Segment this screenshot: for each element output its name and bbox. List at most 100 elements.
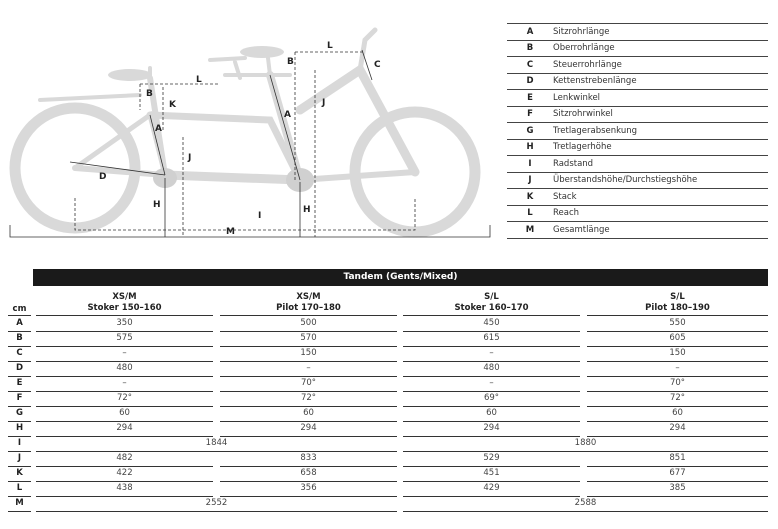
table-cell: 60 bbox=[220, 406, 397, 422]
dim-label-h: H bbox=[153, 200, 161, 210]
table-cell: – bbox=[403, 376, 580, 392]
table-cell: 482 bbox=[36, 451, 213, 467]
dim-label-h: H bbox=[303, 205, 311, 215]
legend-item: J Überstandshöhe/Durchstiegshöhe bbox=[507, 171, 768, 189]
row-key: J bbox=[8, 451, 31, 467]
dim-label-j: J bbox=[187, 153, 191, 163]
table-cell: 677 bbox=[587, 466, 768, 482]
table-cell: 2552 bbox=[36, 496, 397, 512]
dim-label-c: C bbox=[374, 60, 381, 70]
legend-label: Radstand bbox=[553, 158, 594, 169]
table-cell: – bbox=[36, 346, 213, 362]
table-cell: 480 bbox=[36, 361, 213, 377]
legend-key: I bbox=[528, 158, 532, 169]
table-body: A 350 500 450 550 B 575 570 615 605 C –150–150 D 480–… bbox=[8, 316, 768, 512]
table-cell: 356 bbox=[220, 481, 397, 497]
column-size: S/L bbox=[670, 292, 685, 302]
table-cell: 450 bbox=[403, 316, 580, 332]
table-row: A 350 500 450 550 bbox=[8, 316, 768, 332]
legend-label: Stack bbox=[553, 191, 577, 202]
tandem-bike-diagram: A A B B C D H H I J J K L L M bbox=[9, 27, 491, 238]
column-rider: Stoker 160–170 bbox=[454, 303, 529, 313]
table-cell: 438 bbox=[36, 481, 213, 497]
table-cell: 570 bbox=[220, 331, 397, 347]
geometry-table: cm XS/M Stoker 150–160 XS/M Pilot 170–180 … bbox=[8, 289, 768, 512]
table-cell: – bbox=[403, 346, 580, 362]
table-row: E –70° –70° bbox=[8, 376, 768, 392]
table-cell: 72° bbox=[587, 391, 768, 407]
table-cell: 833 bbox=[220, 451, 397, 467]
legend-item: M Gesamtlänge bbox=[507, 221, 768, 239]
dim-label-l: L bbox=[327, 41, 333, 51]
table-cell: 451 bbox=[403, 466, 580, 482]
row-key: F bbox=[8, 391, 31, 407]
legend-key: L bbox=[527, 208, 533, 219]
unit-header: cm bbox=[8, 289, 31, 316]
dimension-lines bbox=[9, 49, 491, 238]
bike-silhouette bbox=[9, 27, 481, 238]
table-row: K 422 658 451 677 bbox=[8, 466, 768, 482]
legend-label: Tretlagerabsenkung bbox=[553, 125, 637, 136]
legend-key: H bbox=[526, 142, 534, 153]
dim-label-j: J bbox=[321, 98, 325, 108]
table-cell: 69° bbox=[403, 391, 580, 407]
legend-label: Gesamtlänge bbox=[553, 224, 610, 235]
row-key: D bbox=[8, 361, 31, 377]
row-key: L bbox=[8, 481, 31, 497]
legend-item: I Radstand bbox=[507, 155, 768, 172]
table-row: M 2552 2588 bbox=[8, 496, 768, 512]
column-size: XS/M bbox=[296, 292, 321, 302]
dim-label-k: K bbox=[169, 100, 177, 110]
dim-label-l: L bbox=[196, 75, 202, 85]
table-row: J 482 833 529 851 bbox=[8, 451, 768, 467]
table-header-row: cm XS/M Stoker 150–160 XS/M Pilot 170–180 … bbox=[8, 289, 768, 316]
column-size: XS/M bbox=[112, 292, 137, 302]
table-row: L 438 356 429 385 bbox=[8, 481, 768, 497]
dim-label-a: A bbox=[155, 124, 162, 134]
dim-label-i: I bbox=[258, 211, 261, 221]
table-row: I 1844 1880 bbox=[8, 436, 768, 452]
legend-label: Überstandshöhe/Durchstiegshöhe bbox=[553, 175, 698, 186]
table-cell: 851 bbox=[587, 451, 768, 467]
legend-label: Tretlagerhöhe bbox=[553, 142, 612, 153]
legend-key: J bbox=[528, 175, 532, 186]
row-key: C bbox=[8, 346, 31, 362]
table-cell: 60 bbox=[403, 406, 580, 422]
dimension-labels: A A B B C D H H I J J K L L M bbox=[99, 41, 381, 237]
row-key: I bbox=[8, 436, 31, 452]
legend-key: K bbox=[526, 191, 534, 202]
table-cell: 294 bbox=[587, 421, 768, 437]
column-size: S/L bbox=[484, 292, 499, 302]
column-header: S/L Pilot 180–190 bbox=[587, 289, 768, 316]
table-cell: – bbox=[587, 361, 768, 377]
legend-key: G bbox=[526, 125, 534, 136]
table-row: G 60 60 60 60 bbox=[8, 406, 768, 422]
legend-label: Steuerrohrlänge bbox=[553, 59, 622, 70]
table-cell: 500 bbox=[220, 316, 397, 332]
column-header: XS/M Pilot 170–180 bbox=[220, 289, 397, 316]
table-cell: – bbox=[220, 361, 397, 377]
table-row: F 72° 72° 69° 72° bbox=[8, 391, 768, 407]
table-cell: 550 bbox=[587, 316, 768, 332]
table-cell: 1844 bbox=[36, 436, 397, 452]
legend-key: E bbox=[527, 92, 533, 103]
table-cell: 60 bbox=[36, 406, 213, 422]
legend-key: B bbox=[526, 43, 534, 54]
legend-key: A bbox=[526, 26, 534, 37]
dim-label-b: B bbox=[146, 89, 153, 99]
dim-label-m: M bbox=[226, 227, 235, 237]
table-cell: 529 bbox=[403, 451, 580, 467]
row-key: A bbox=[8, 316, 31, 332]
legend-label: Oberrohrlänge bbox=[553, 43, 615, 54]
column-rider: Pilot 170–180 bbox=[276, 303, 341, 313]
legend-label: Sitzrohrlänge bbox=[553, 26, 610, 37]
legend-key: M bbox=[525, 224, 535, 235]
dim-label-a: A bbox=[284, 110, 291, 120]
table-cell: 422 bbox=[36, 466, 213, 482]
legend-label: Reach bbox=[553, 208, 580, 219]
column-rider: Stoker 150–160 bbox=[87, 303, 162, 313]
table-cell: – bbox=[36, 376, 213, 392]
column-rider: Pilot 180–190 bbox=[645, 303, 710, 313]
front-wheel bbox=[349, 106, 481, 238]
legend-item: B Oberrohrlänge bbox=[507, 39, 768, 57]
